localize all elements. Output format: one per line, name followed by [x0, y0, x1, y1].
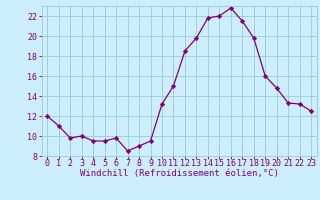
X-axis label: Windchill (Refroidissement éolien,°C): Windchill (Refroidissement éolien,°C)	[80, 169, 279, 178]
